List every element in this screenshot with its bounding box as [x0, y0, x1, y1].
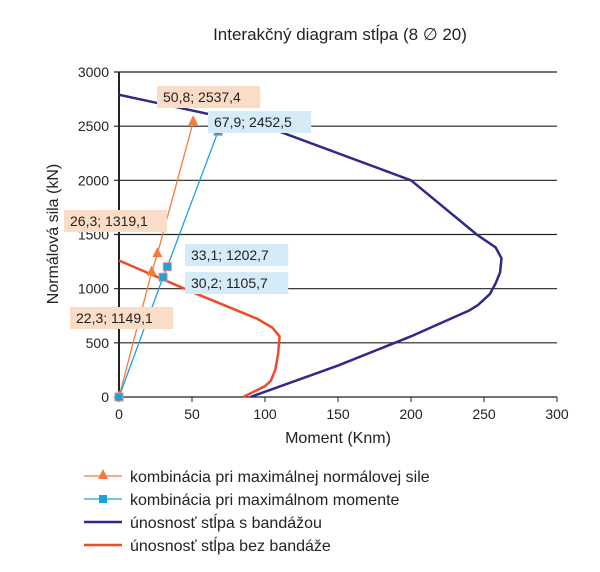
- data-label-bg: [157, 86, 261, 108]
- data-label: 30,2; 1105,7: [191, 275, 268, 291]
- data-point-square: [114, 392, 124, 402]
- x-tick-label: 100: [253, 406, 277, 422]
- data-label: 50,8; 2537,4: [163, 89, 241, 105]
- x-axis-label: Moment (Knm): [285, 430, 391, 447]
- data-point-square: [158, 272, 168, 282]
- legend-entry: kombinácia pri maximálnom momente: [130, 492, 400, 509]
- y-tick-label: 2000: [78, 172, 109, 188]
- y-tick-label: 1000: [78, 281, 109, 297]
- x-tick-label: 300: [545, 406, 569, 422]
- data-label: 26,3; 1319,1: [70, 213, 148, 229]
- data-label: 33,1; 1202,7: [191, 247, 269, 263]
- y-axis-label: Normálová sila (kN): [45, 164, 62, 304]
- data-label-bg: [64, 210, 168, 232]
- legend-marker-square: [99, 495, 107, 503]
- data-point-triangle: [152, 247, 163, 258]
- data-label-bg: [185, 272, 289, 294]
- x-tick-label: 50: [184, 406, 200, 422]
- x-tick-label: 250: [472, 406, 496, 422]
- x-tick-label: 150: [326, 406, 350, 422]
- data-label-bg: [185, 244, 289, 266]
- series-line: [118, 259, 281, 399]
- y-tick-label: 500: [86, 335, 110, 351]
- data-label: 22,3; 1149,1: [76, 310, 153, 326]
- series-line: [118, 93, 503, 399]
- chart-title: Interakčný diagram stĺpa (8 ∅ 20): [213, 25, 467, 44]
- series-line: [118, 131, 219, 398]
- data-point-triangle: [146, 265, 157, 276]
- data-point-square: [162, 262, 172, 272]
- legend-entry: únosnosť stĺpa bez bandáže: [130, 536, 331, 555]
- data-label: 67,9; 2452,5: [214, 114, 292, 130]
- series-line: [118, 121, 194, 398]
- data-label-bg: [70, 307, 174, 329]
- data-label-bg: [208, 111, 312, 133]
- x-tick-label: 200: [399, 406, 423, 422]
- y-tick-label: 0: [101, 389, 109, 405]
- legend-marker-triangle: [98, 469, 108, 479]
- y-tick-label: 2500: [78, 118, 109, 134]
- legend-entry: únosnosť stĺpa s bandážou: [130, 513, 322, 532]
- data-point-triangle: [188, 115, 199, 126]
- x-tick-label: 0: [115, 406, 123, 422]
- y-tick-label: 3000: [78, 64, 109, 80]
- legend-entry: kombinácia pri maximálnej normálovej sil…: [130, 469, 430, 486]
